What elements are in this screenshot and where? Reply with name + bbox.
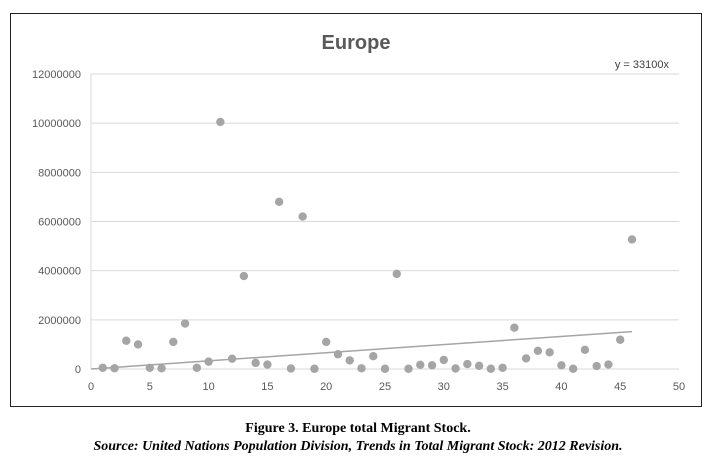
x-axis-tick-labels: 0 5 10 15 20 25 30 35 40 45 50 [88, 381, 685, 393]
data-point [274, 197, 284, 207]
data-point [616, 335, 625, 344]
x-tick-label: 45 [614, 381, 626, 393]
data-point [604, 360, 613, 369]
scatter-chart: Europe 020000004000000600000080000001000… [32, 32, 685, 393]
data-point [216, 117, 225, 127]
data-point [416, 360, 425, 370]
data-point [110, 364, 119, 373]
data-point [545, 348, 554, 357]
data-point [521, 354, 531, 363]
y-tick-label: 10000000 [32, 118, 81, 130]
data-point [333, 350, 343, 359]
y-tick-label: 12000000 [32, 69, 81, 81]
data-point [204, 357, 213, 366]
data-point [98, 363, 107, 372]
data-point [580, 345, 590, 355]
x-tick-label: 20 [320, 381, 332, 393]
data-point [122, 336, 131, 345]
chart-title: Europe [322, 32, 391, 54]
data-point [557, 361, 566, 370]
data-point [227, 354, 237, 363]
data-point [627, 235, 637, 244]
y-axis-tick-labels: 0 2000000 4000000 6000000 8000000 10000000 120… [32, 69, 81, 376]
x-tick-label: 25 [379, 381, 391, 393]
data-point [427, 361, 437, 370]
trendline-group [90, 330, 633, 370]
grid-lines [90, 73, 679, 370]
data-point [298, 212, 307, 221]
data-point [380, 364, 390, 373]
x-tick-label: 30 [438, 381, 450, 393]
data-point [357, 364, 366, 373]
data-points [98, 117, 637, 373]
data-point [345, 356, 354, 365]
y-tick-label: 4000000 [38, 266, 81, 278]
data-point [310, 364, 319, 373]
data-point [145, 363, 154, 372]
x-tick-label: 40 [555, 381, 567, 393]
figure-source: Source: United Nations Population Divisi… [93, 439, 623, 454]
data-point [180, 319, 190, 328]
data-point [486, 364, 496, 373]
trendline-equation: y = 33100x [615, 59, 670, 71]
y-tick-label: 2000000 [38, 315, 81, 327]
data-point [392, 269, 401, 279]
x-tick-label: 0 [88, 381, 94, 393]
data-point [404, 364, 413, 373]
figure-caption: Figure 3. Europe total Migrant Stock. [245, 421, 471, 436]
x-tick-label: 5 [147, 381, 153, 393]
data-point [369, 352, 378, 361]
data-point [169, 337, 178, 347]
data-point [439, 355, 448, 365]
x-tick-label: 50 [673, 381, 685, 393]
data-point [133, 340, 143, 349]
data-point [192, 363, 202, 372]
y-tick-label: 8000000 [38, 167, 81, 179]
y-tick-label: 6000000 [38, 217, 81, 229]
data-point [263, 360, 272, 369]
data-point [251, 358, 260, 368]
data-point [322, 337, 331, 347]
x-tick-label: 15 [261, 381, 273, 393]
trendline [90, 330, 633, 370]
data-point [239, 271, 249, 281]
y-tick-label: 0 [75, 364, 81, 376]
x-tick-label: 35 [496, 381, 508, 393]
data-point [157, 364, 166, 373]
data-point [286, 364, 296, 373]
data-point [498, 363, 507, 372]
data-point [592, 361, 601, 371]
data-point [510, 323, 519, 332]
data-point [568, 364, 578, 373]
data-point [463, 359, 472, 369]
x-tick-label: 10 [202, 381, 214, 393]
data-point [533, 346, 543, 356]
data-point [451, 364, 460, 373]
data-point [474, 361, 484, 371]
